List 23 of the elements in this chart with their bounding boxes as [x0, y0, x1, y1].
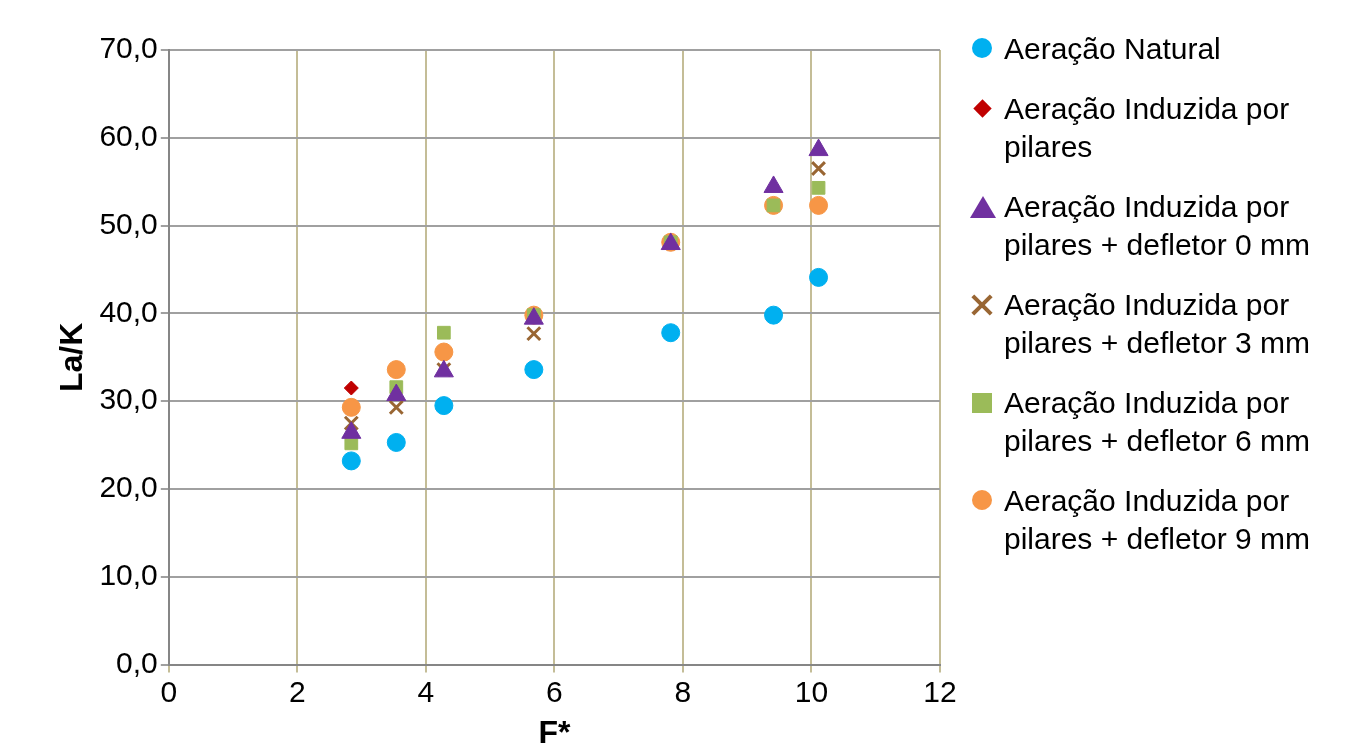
x-tick-label: 4 — [417, 674, 435, 708]
y-tick-label: 10,0 — [99, 558, 158, 592]
y-tick-label: 0,0 — [116, 645, 158, 679]
legend-label: Aeração Induzida por pilares + defletor 3 mm — [1004, 287, 1311, 361]
x-tick-label: 10 — [794, 674, 829, 708]
y-tick-label: 30,0 — [99, 382, 158, 416]
legend-label: Aeração Induzida por pilares — [1004, 91, 1291, 165]
legend-label: Aeração Natural — [1004, 31, 1221, 67]
x-tick-label: 6 — [546, 674, 563, 708]
x-tick-label: 8 — [674, 674, 692, 708]
legend-label: Aeração Induzida por pilares + defletor 0 mm — [1004, 189, 1311, 263]
y-tick-label: 40,0 — [99, 294, 158, 328]
legend-label: Aeração Induzida por pilares + defletor 6 mm — [1004, 385, 1311, 459]
x-tick-label: 2 — [288, 674, 306, 708]
y-tick-label: 50,0 — [99, 206, 158, 240]
y-tick-label: 60,0 — [99, 119, 158, 153]
x-tick-label: 12 — [923, 674, 957, 708]
x-tick-label: 0 — [160, 674, 178, 708]
legend-label: Aeração Induzida por pilares + defletor 9 mm — [1004, 483, 1311, 557]
y-tick-label: 20,0 — [99, 470, 158, 504]
x-axis-title: F* — [538, 713, 571, 750]
y-tick-label: 70,0 — [99, 31, 158, 65]
y-axis-title: La/K — [53, 322, 90, 392]
